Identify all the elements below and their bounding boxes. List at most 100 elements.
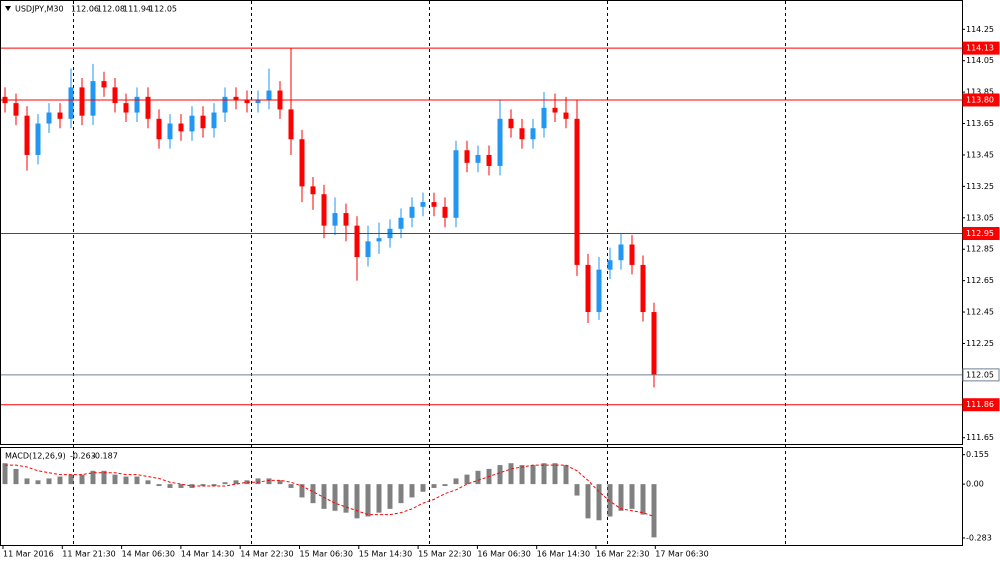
menu-arrow[interactable] (5, 6, 11, 11)
macd-name: MACD(12,26,9) (5, 452, 66, 461)
candle-body (596, 269, 602, 313)
macd-bar (409, 484, 415, 498)
candle-body (123, 103, 129, 113)
macd-bar (35, 480, 41, 485)
price-level-box (962, 41, 1000, 55)
macd-bar (651, 484, 657, 538)
ohlc-open: 112.06 (71, 5, 99, 14)
y-tick-label: -0.283 (966, 533, 992, 542)
candle-body (222, 96, 228, 113)
x-tick-label: 15 Mar 22:30 (418, 550, 471, 559)
macd-bar (321, 484, 327, 509)
x-tick-label: 16 Mar 14:30 (537, 550, 590, 559)
ohlc-high: 112.08 (97, 5, 125, 14)
macd-bar (343, 484, 349, 513)
candle-body (112, 87, 118, 104)
macd-bar (464, 474, 470, 485)
macd-bar (134, 476, 140, 485)
macd-bar (508, 463, 514, 485)
candle-body (35, 123, 41, 155)
y-tick-label: 112.85 (966, 245, 994, 254)
candle-body (640, 264, 646, 313)
macd-bar (222, 482, 228, 485)
macd-bar (68, 474, 74, 485)
macd-bar (563, 465, 569, 485)
x-tick-label: 11 Mar 2016 (3, 550, 54, 559)
y-tick-label: 113.65 (966, 119, 994, 128)
candle-body (244, 99, 250, 104)
candle-body (464, 150, 470, 163)
macd-bar (310, 484, 316, 504)
macd-bar (640, 484, 646, 515)
y-tick-label: 112.45 (966, 308, 994, 317)
candle-body (519, 128, 525, 140)
candle-body (607, 260, 613, 270)
macd-bar (90, 470, 96, 485)
macd-bar (2, 463, 8, 485)
price-level-label: 112.05 (966, 370, 994, 379)
y-tick-label: 0.00 (966, 480, 984, 489)
candle-body (475, 154, 481, 163)
macd-bar (200, 484, 206, 487)
candle-body (145, 96, 151, 119)
macd-bar (596, 484, 602, 521)
y-tick-label: 112.65 (966, 276, 994, 285)
macd-bar (167, 484, 173, 488)
macd-bar (574, 484, 580, 496)
macd-bar (189, 484, 195, 488)
candle-body (200, 115, 206, 129)
candle-body (651, 312, 657, 375)
x-tick-label: 14 Mar 14:30 (181, 550, 234, 559)
price-level-box (962, 226, 1000, 240)
price-level-label: 112.95 (966, 229, 994, 238)
symbol: USDJPY,M30 (15, 5, 64, 14)
macd-bar (101, 470, 107, 485)
y-tick-label: 113.45 (966, 150, 994, 159)
price-level-box (962, 368, 1000, 382)
candle-body (46, 112, 52, 124)
macd-signal-line (5, 464, 655, 517)
price-level-label: 113.80 (966, 95, 994, 104)
candle-body (134, 96, 140, 113)
macd-bar (266, 478, 272, 485)
candle-body (90, 81, 96, 116)
y-tick-label: 112.25 (966, 339, 994, 348)
candle-body (409, 206, 415, 218)
y-tick-label: 114.05 (966, 56, 994, 65)
ohlc-close: 112.05 (149, 5, 177, 14)
candle-body (321, 194, 327, 226)
price-level-box (962, 398, 1000, 412)
candle-body (552, 107, 558, 113)
candle-body (189, 115, 195, 132)
x-tick-label: 14 Mar 22:30 (240, 550, 293, 559)
macd-bar (552, 463, 558, 485)
y-tick-label: 113.25 (966, 182, 994, 191)
y-tick-label: 0.155 (966, 450, 989, 459)
macd-bar (431, 484, 437, 488)
candle-body (101, 81, 107, 88)
y-tick-label: 111.65 (966, 433, 994, 442)
macd-signal: -0.187 (92, 452, 118, 461)
x-tick-label: 17 Mar 06:30 (655, 550, 708, 559)
candle-body (211, 112, 217, 129)
candle-body (343, 213, 349, 226)
macd-bar (442, 484, 448, 487)
candle-body (24, 115, 30, 155)
macd-panel (0, 447, 963, 546)
macd-bar (519, 465, 525, 485)
macd-bar (145, 480, 151, 485)
candle-body (354, 225, 360, 258)
candle-body (574, 118, 580, 265)
candle-body (420, 202, 426, 207)
x-tick-label: 11 Mar 21:30 (62, 550, 115, 559)
x-tick-label: 14 Mar 06:30 (122, 550, 175, 559)
macd-bar (376, 484, 382, 513)
candle-body (618, 244, 624, 261)
candle-body (68, 87, 74, 119)
candle-body (156, 118, 162, 140)
y-tick-label: 114.25 (966, 25, 994, 34)
candle-body (376, 238, 382, 242)
macd-bar (233, 480, 239, 485)
candle-body (299, 139, 305, 187)
